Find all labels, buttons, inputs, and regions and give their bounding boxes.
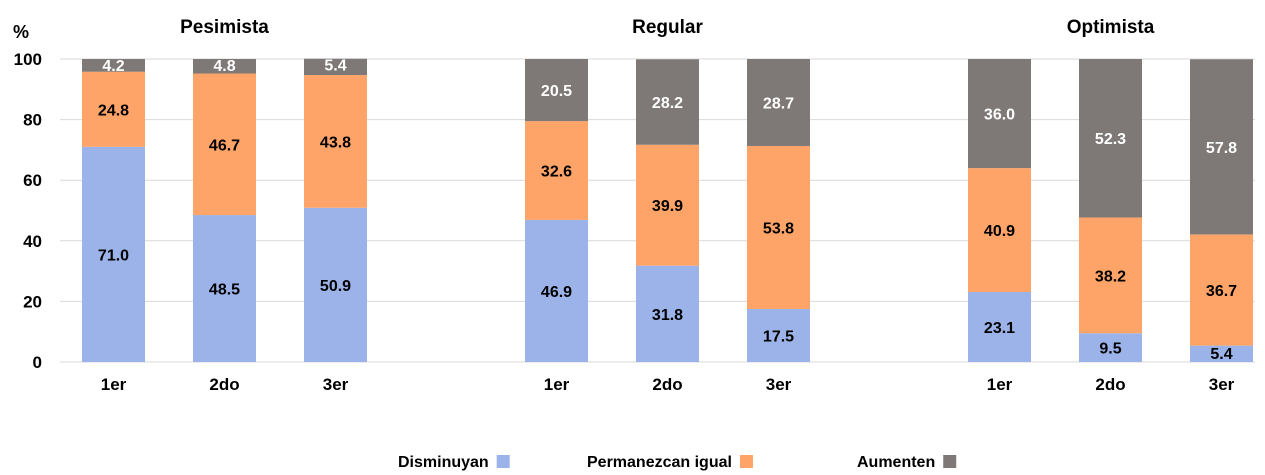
y-tick-label: 60 xyxy=(23,171,42,190)
y-tick-label: 100 xyxy=(14,50,42,69)
x-tick-label: 1er xyxy=(101,375,127,394)
bar-segment-permanezcan-igual xyxy=(968,168,1031,293)
bar-segment-permanezcan-igual xyxy=(747,145,810,309)
data-label: 5.4 xyxy=(1210,346,1232,363)
bar-segment-disminuyan xyxy=(193,215,256,362)
data-label: 57.8 xyxy=(1206,140,1237,157)
bar-segment-disminuyan xyxy=(636,265,699,362)
data-label: 43.8 xyxy=(320,134,351,151)
y-tick-label: 20 xyxy=(23,292,42,311)
y-tick-label: 80 xyxy=(23,111,42,130)
data-label: 4.8 xyxy=(213,58,235,75)
data-label: 32.6 xyxy=(541,164,572,181)
data-label: 40.9 xyxy=(984,223,1015,240)
x-tick-label: 3er xyxy=(1209,375,1235,394)
bar-segment-disminuyan xyxy=(1190,345,1253,362)
x-tick-label: 2do xyxy=(1095,375,1125,394)
y-tick-label: 0 xyxy=(33,353,42,372)
data-label: 46.7 xyxy=(209,137,240,154)
x-tick-label: 1er xyxy=(544,375,570,394)
data-label: 39.9 xyxy=(652,198,683,215)
panel-title: Optimista xyxy=(1067,17,1155,38)
legend-swatch xyxy=(943,455,957,468)
legend-swatch xyxy=(496,455,510,468)
x-tick-label: 2do xyxy=(652,375,682,394)
data-label: 36.7 xyxy=(1206,283,1237,300)
data-label: 36.0 xyxy=(984,107,1015,124)
bar-segment-permanezcan-igual xyxy=(636,144,699,266)
bar-segment-disminuyan xyxy=(304,207,367,362)
x-tick-label: 2do xyxy=(209,375,239,394)
legend-label: Aumenten xyxy=(857,454,935,471)
data-label: 48.5 xyxy=(209,282,240,299)
bar-segment-permanezcan-igual xyxy=(1079,217,1142,334)
legend: Disminuyan Permanezcan igual Aumenten xyxy=(398,454,957,471)
y-axis-unit-label: % xyxy=(13,22,29,42)
bar-segment-aumenten xyxy=(525,59,588,122)
data-label: 20.5 xyxy=(541,83,572,100)
bar-segment-disminuyan xyxy=(82,146,145,362)
data-label: 31.8 xyxy=(652,307,683,324)
data-label: 23.1 xyxy=(984,320,1015,337)
bar-segment-aumenten xyxy=(1079,59,1142,218)
bar-segment-permanezcan-igual xyxy=(304,75,367,208)
bar-segment-disminuyan xyxy=(1079,333,1142,362)
data-label: 17.5 xyxy=(763,328,794,345)
bar-segment-aumenten xyxy=(82,59,145,72)
data-label: 28.7 xyxy=(763,95,794,112)
bar-segment-aumenten xyxy=(1190,59,1253,235)
legend-label: Disminuyan xyxy=(398,454,489,471)
bar-segment-aumenten xyxy=(968,59,1031,169)
data-label: 5.4 xyxy=(324,58,346,75)
y-tick-label: 40 xyxy=(23,232,42,251)
bar-segment-disminuyan xyxy=(525,219,588,362)
data-label: 4.2 xyxy=(102,58,124,75)
bar-segment-permanezcan-igual xyxy=(525,121,588,220)
bar-segment-aumenten xyxy=(636,59,699,145)
data-label: 50.9 xyxy=(320,278,351,295)
chart-panels: Pesimista 71.0 24.8 4.2 1er 48.5 46.7 4.8 2do 50.… xyxy=(82,17,1253,394)
legend-swatch xyxy=(739,455,753,468)
panel-title: Pesimista xyxy=(180,17,269,38)
panel-pesimista: Pesimista 71.0 24.8 4.2 1er 48.5 46.7 4.8 2do 50.… xyxy=(82,17,367,394)
data-label: 24.8 xyxy=(98,102,129,119)
bar-segment-disminuyan xyxy=(968,292,1031,362)
x-tick-label: 3er xyxy=(766,375,792,394)
data-label: 9.5 xyxy=(1099,341,1121,358)
y-axis-ticks: 0 20 40 60 80 100 xyxy=(14,50,42,372)
bar-segment-disminuyan xyxy=(747,308,810,362)
data-label: 46.9 xyxy=(541,284,572,301)
panel-title: Regular xyxy=(632,17,703,38)
panel-optimista: Optimista 23.1 40.9 36.0 1er 9.5 38.2 52.3 2do 5.… xyxy=(968,17,1253,394)
data-label: 38.2 xyxy=(1095,268,1126,285)
bar-segment-aumenten xyxy=(747,59,810,146)
x-tick-label: 1er xyxy=(987,375,1013,394)
bar-segment-permanezcan-igual xyxy=(193,73,256,216)
legend-label: Permanezcan igual xyxy=(587,454,732,471)
bar-segment-aumenten xyxy=(304,58,367,76)
data-label: 52.3 xyxy=(1095,131,1126,148)
panel-regular: Regular 46.9 32.6 20.5 1er 31.8 39.9 28.2 2do 17.… xyxy=(525,17,810,394)
data-label: 28.2 xyxy=(652,95,683,112)
data-label: 71.0 xyxy=(98,247,129,264)
data-label: 53.8 xyxy=(763,220,794,237)
bar-segment-permanezcan-igual xyxy=(1190,234,1253,346)
bar-segment-aumenten xyxy=(193,59,256,74)
bar-segment-permanezcan-igual xyxy=(82,71,145,147)
x-tick-label: 3er xyxy=(323,375,349,394)
